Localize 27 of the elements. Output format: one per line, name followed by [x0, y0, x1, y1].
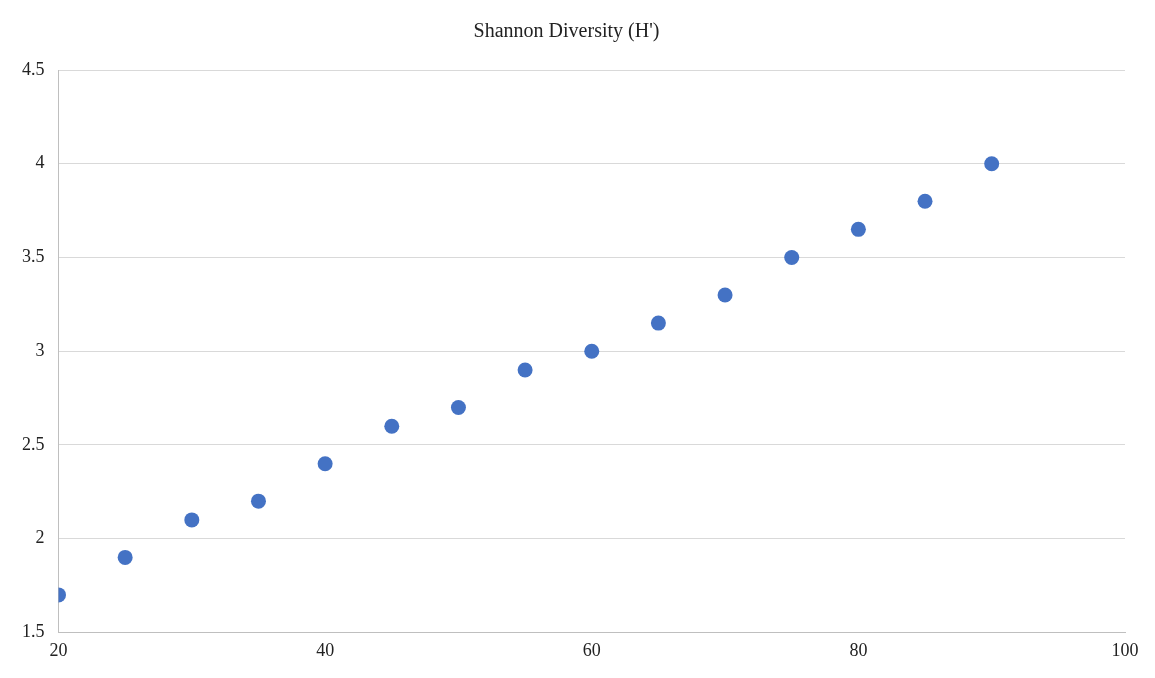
point: [584, 343, 600, 359]
point: [917, 193, 933, 209]
point: [384, 418, 400, 434]
point: [517, 362, 533, 378]
point: [650, 315, 666, 331]
point: [450, 399, 466, 415]
point: [717, 287, 733, 303]
y-tick-label: 3: [35, 339, 45, 360]
x-tick-label: 80: [849, 639, 868, 660]
point: [984, 156, 1000, 172]
point: [117, 549, 133, 565]
y-tick-label: 4: [35, 152, 45, 173]
point: [184, 512, 200, 528]
y-tick-label: 2: [35, 527, 45, 548]
y-tick-label: 1.5: [22, 621, 45, 642]
x-tick-label: 60: [582, 639, 601, 660]
chart-title: Shannon Diversity (H'): [473, 19, 660, 43]
point: [850, 221, 866, 237]
y-tick-label: 4.5: [22, 58, 45, 79]
point: [317, 456, 333, 472]
y-tick-label: 3.5: [22, 246, 45, 267]
x-tick-label: 100: [1111, 639, 1139, 660]
x-tick-label: 40: [316, 639, 335, 660]
point: [250, 493, 266, 509]
y-tick-label: 2.5: [22, 433, 45, 454]
x-tick-label: 20: [49, 639, 68, 660]
point: [784, 249, 800, 265]
